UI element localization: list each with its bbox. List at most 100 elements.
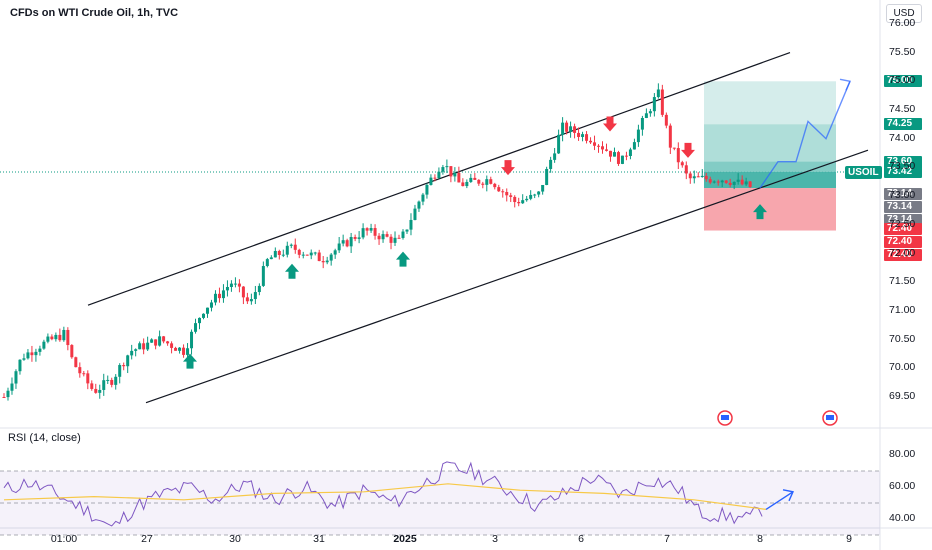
- flag-icon: [721, 415, 729, 420]
- candle-body: [644, 113, 648, 118]
- candle-body: [50, 336, 54, 340]
- candle-body: [82, 373, 86, 375]
- candle-body: [728, 182, 732, 185]
- candle-body: [517, 202, 521, 204]
- candle-body: [253, 292, 257, 300]
- candle-body: [10, 383, 14, 391]
- candle-body: [341, 240, 345, 244]
- candle-body: [497, 187, 501, 192]
- candle-body: [186, 348, 190, 355]
- candle-body: [521, 200, 525, 204]
- candle-body: [30, 352, 34, 356]
- candle-body: [485, 179, 489, 185]
- buy-arrow-icon: [285, 263, 299, 279]
- candle-body: [477, 179, 481, 184]
- candle-body: [114, 376, 118, 385]
- candle-body: [537, 191, 541, 195]
- candle-body: [198, 317, 202, 324]
- candle-body: [162, 336, 166, 342]
- candle-body: [142, 343, 146, 350]
- candle-body: [166, 341, 170, 344]
- price-tick: 70.00: [889, 361, 916, 374]
- candle-body: [708, 179, 712, 183]
- candle-body: [684, 165, 688, 174]
- candle-body: [74, 357, 78, 368]
- candle-body: [46, 336, 50, 342]
- price-tag: 73.60: [884, 155, 922, 168]
- candle-body: [361, 228, 365, 238]
- candle-body: [18, 359, 22, 372]
- candle-body: [505, 191, 509, 196]
- flag-icon: [826, 415, 834, 420]
- candle-body: [241, 286, 245, 298]
- symbol-tag: USOIL: [845, 165, 882, 179]
- channel-upper-line[interactable]: [87, 52, 791, 306]
- price-tag: 73.42: [884, 165, 922, 178]
- candle-body: [620, 155, 624, 164]
- candle-body: [393, 237, 397, 243]
- candle-body: [433, 177, 437, 179]
- candle-body: [748, 181, 752, 188]
- candle-body: [405, 229, 409, 232]
- sell-arrow-icon: [603, 116, 617, 132]
- candle-body: [421, 194, 425, 202]
- candle-body: [672, 147, 676, 149]
- sell-arrow-icon: [681, 142, 695, 158]
- rsi-line: [3, 461, 763, 527]
- candle-body: [34, 351, 38, 356]
- currency-button[interactable]: USD: [886, 4, 922, 23]
- candle-body: [14, 371, 18, 384]
- price-tick: 74.00: [889, 131, 916, 144]
- candle-body: [589, 140, 593, 143]
- candle-body: [437, 171, 441, 179]
- candle-body: [473, 177, 477, 180]
- candle-body: [597, 145, 601, 147]
- candle-body: [154, 339, 158, 346]
- candle-body: [42, 341, 46, 349]
- candle-body: [712, 181, 716, 183]
- candle-body: [86, 373, 90, 384]
- candle-body: [150, 339, 154, 343]
- candle-body: [565, 122, 569, 132]
- sell-arrow-icon: [501, 160, 515, 176]
- buy-arrow-icon: [183, 353, 197, 369]
- target-zone: [704, 81, 836, 189]
- candle-body: [345, 240, 349, 247]
- trend-channel[interactable]: [87, 52, 869, 404]
- time-tick: 3: [492, 533, 498, 545]
- candle-body: [612, 152, 616, 157]
- candle-body: [209, 302, 213, 308]
- candle-body: [174, 347, 178, 351]
- candle-body: [325, 260, 329, 263]
- candle-body: [501, 191, 505, 193]
- time-tick: 31: [313, 533, 325, 545]
- candle-body: [561, 122, 565, 135]
- candle-body: [652, 97, 656, 112]
- candle-body: [704, 175, 708, 180]
- candle-body: [656, 89, 660, 98]
- candle-body: [78, 367, 82, 374]
- candle-body: [736, 179, 740, 182]
- event-icons: [717, 410, 838, 426]
- candle-body: [425, 184, 429, 195]
- candle-body: [146, 342, 150, 350]
- projection[interactable]: [759, 78, 851, 189]
- candle-body: [413, 208, 417, 220]
- candle-body: [409, 219, 413, 230]
- candle-body: [660, 89, 664, 115]
- candle-body: [26, 352, 30, 359]
- time-tick: 6: [578, 533, 584, 545]
- price-tick: 69.50: [889, 390, 916, 402]
- projection-path[interactable]: [759, 81, 851, 189]
- price-tick: 74.50: [889, 103, 916, 115]
- candle-body: [513, 196, 517, 203]
- candle-body: [489, 179, 493, 184]
- candle-body: [265, 259, 269, 267]
- rsi-arrowhead-icon: [782, 489, 794, 502]
- candle-body: [577, 132, 581, 137]
- candle-body: [98, 389, 102, 393]
- candle-body: [273, 250, 277, 258]
- channel-lower-line[interactable]: [145, 149, 869, 404]
